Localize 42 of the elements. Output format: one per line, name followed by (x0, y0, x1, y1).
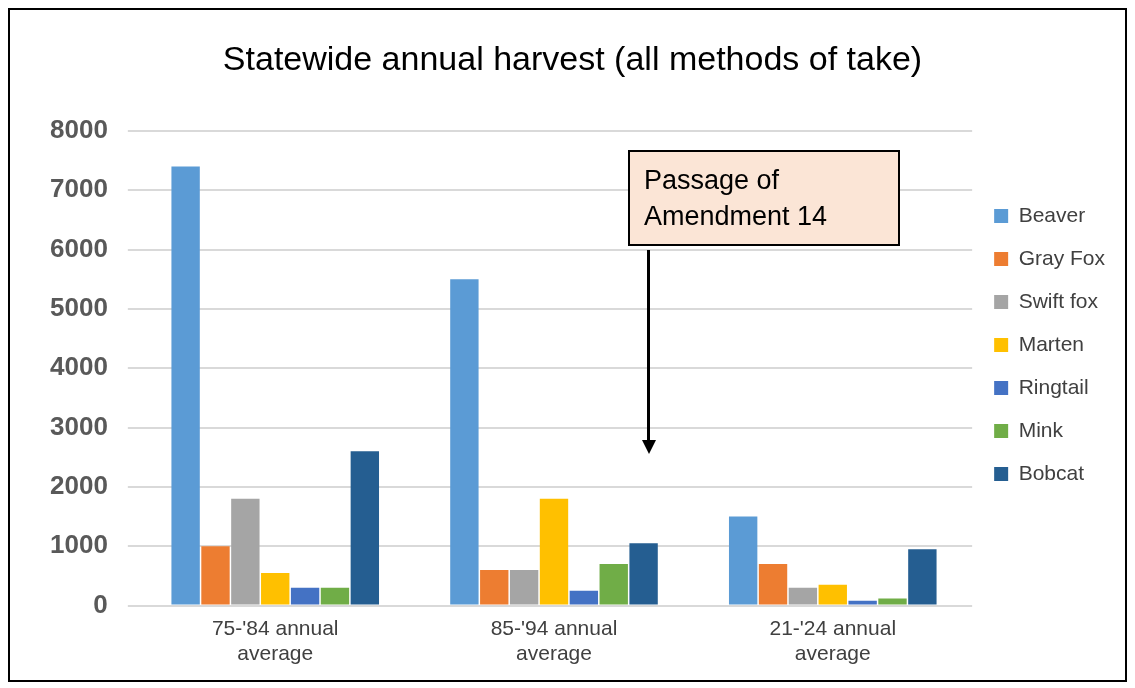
bar (758, 564, 788, 605)
bar (480, 569, 509, 605)
y-tick-label: 6000 (50, 232, 108, 263)
y-tick-label: 0 (93, 588, 108, 619)
x-tick-label: 21-'24 annual average (769, 616, 897, 665)
bar (878, 598, 907, 605)
bar (261, 572, 290, 605)
bar (599, 564, 628, 605)
y-tick-label: 1000 (50, 529, 108, 560)
x-tick-label: 85-'94 annual average (490, 616, 618, 665)
bar (171, 166, 200, 605)
y-tick-label: 4000 (50, 351, 108, 382)
legend-label: Mink (1018, 417, 1064, 441)
legend-label: Beaver (1018, 202, 1086, 226)
bar (788, 587, 818, 605)
bar (569, 590, 599, 605)
legend-label: Bobcat (1018, 460, 1085, 484)
bar (290, 587, 320, 605)
bar (728, 516, 758, 605)
legend-label: Marten (1018, 331, 1085, 355)
bar (908, 549, 937, 605)
legend-label: Ringtail (1018, 374, 1089, 398)
bar (231, 498, 260, 605)
bar (848, 600, 877, 605)
chart-title: Statewide annual harvest (all methods of take) (222, 38, 923, 77)
legend-label: Gray Fox (1018, 245, 1106, 269)
bar (539, 498, 569, 605)
bar (201, 546, 230, 605)
bar (350, 451, 380, 605)
bar (629, 543, 658, 605)
bar (818, 584, 847, 605)
bar (450, 279, 479, 605)
y-tick-label: 7000 (50, 173, 108, 204)
bar (320, 587, 350, 605)
bar (509, 569, 539, 605)
x-tick-label: 75-'84 annual average (211, 616, 339, 665)
y-tick-label: 5000 (50, 292, 108, 323)
callout-box: Passage of Amendment 14 (628, 150, 900, 246)
legend-label: Swift fox (1018, 288, 1099, 312)
y-tick-label: 8000 (50, 113, 108, 144)
y-tick-label: 2000 (50, 470, 108, 501)
y-tick-label: 3000 (50, 410, 108, 441)
